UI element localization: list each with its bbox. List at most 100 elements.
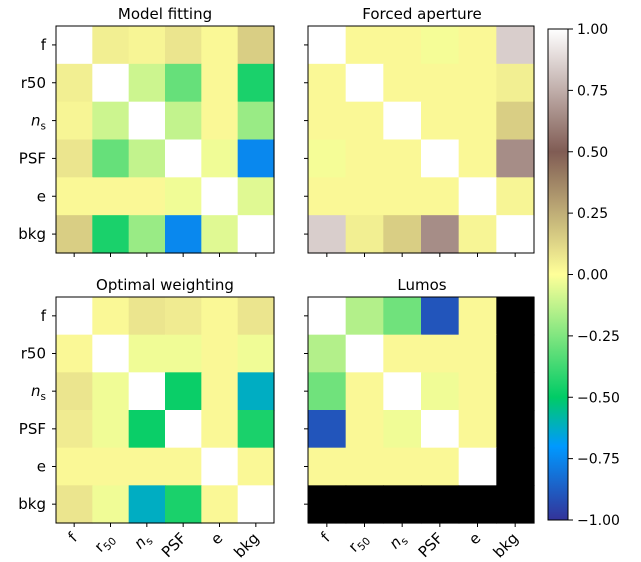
heatmap-cell [237, 177, 275, 216]
heatmap-cell [345, 63, 384, 103]
heatmap-cell [308, 372, 347, 411]
heatmap-cell [201, 410, 239, 449]
heatmap-cell [458, 372, 497, 411]
colorbar-tick-label: −0.50 [577, 390, 620, 406]
heatmap-cell [458, 215, 497, 254]
heatmap-cell [496, 139, 535, 178]
heatmap-cell [421, 63, 460, 103]
heatmap-cell [237, 447, 275, 486]
heatmap-cell [345, 177, 384, 216]
panel-frame [55, 25, 275, 254]
heatmap-cell [237, 485, 275, 524]
y-tick-label: e [37, 187, 46, 205]
panel-forced-aperture: Forced aperture [304, 5, 535, 257]
x-tick-label: ns [386, 529, 411, 554]
heatmap-cell [496, 334, 535, 373]
x-tick-label: r50 [91, 529, 119, 557]
heatmap-cell [308, 26, 347, 65]
heatmap-cell [421, 410, 460, 449]
heatmap-cell [496, 410, 535, 449]
heatmap-cell [128, 410, 166, 449]
heatmap-cell [237, 297, 275, 336]
heatmap-cell [165, 447, 202, 486]
heatmap-cell [56, 177, 93, 216]
heatmap-cell [308, 101, 347, 141]
heatmap-cell [165, 215, 202, 254]
heatmap-cell [165, 26, 202, 65]
heatmap-cell [201, 215, 239, 254]
x-tick-label: r50 [345, 529, 373, 557]
heatmap-cell [345, 26, 384, 65]
heatmap-cell [237, 215, 275, 254]
heatmap-cell [128, 63, 166, 103]
heatmap-cell [165, 410, 202, 449]
heatmap-cell [308, 177, 347, 216]
heatmap-cell [128, 26, 166, 65]
heatmap-cell [92, 101, 130, 141]
panel-frame [55, 296, 275, 524]
heatmap-cell [383, 101, 422, 141]
x-tick-label: PSF [415, 529, 447, 561]
heatmap-cell [345, 372, 384, 411]
heatmap-cell [458, 297, 497, 336]
heatmap-cell [308, 485, 347, 524]
heatmap-cell [421, 26, 460, 65]
heatmap-cell [383, 177, 422, 216]
heatmap-cell [165, 297, 202, 336]
heatmap-cell [345, 139, 384, 178]
heatmap-cell [237, 372, 275, 411]
heatmap-cell [128, 334, 166, 373]
colorbar-tick-label: 1.00 [577, 22, 608, 38]
heatmap-cell [308, 139, 347, 178]
heatmap-cell [165, 485, 202, 524]
heatmap-cell [308, 297, 347, 336]
heatmap-cell [92, 372, 130, 411]
heatmap-cell [345, 334, 384, 373]
heatmap-cell [458, 177, 497, 216]
heatmap-cell [128, 485, 166, 524]
heatmap-cell [496, 485, 535, 524]
heatmap-cell [92, 63, 130, 103]
heatmap-cell [92, 26, 130, 65]
heatmap-cell [496, 63, 535, 103]
heatmap-cell [201, 334, 239, 373]
heatmap-cell [383, 139, 422, 178]
y-tick-label: ns [31, 112, 46, 133]
y-tick-label: bkg [18, 495, 46, 513]
heatmap-cell [383, 297, 422, 336]
y-tick-label: ns [31, 382, 46, 403]
heatmap-cell [92, 447, 130, 486]
y-tick-label: e [37, 458, 46, 476]
heatmap-cell [308, 410, 347, 449]
heatmap-cell [308, 334, 347, 373]
heatmap-cell [237, 334, 275, 373]
heatmap-cell [92, 215, 130, 254]
heatmap-cell [345, 297, 384, 336]
heatmap-cell [237, 26, 275, 65]
heatmap-cell [128, 297, 166, 336]
heatmap-cell [383, 215, 422, 254]
y-tick-label: f [41, 36, 47, 54]
colorbar-tick-label: −1.00 [577, 513, 620, 529]
heatmap-cell [237, 101, 275, 141]
y-tick-label: bkg [18, 225, 46, 243]
heatmap-cell [496, 297, 535, 336]
heatmap-cell [458, 334, 497, 373]
heatmap-cell [165, 63, 202, 103]
heatmap-cell [421, 139, 460, 178]
colorbar-tick-label: −0.75 [577, 452, 620, 468]
heatmap-cell [128, 139, 166, 178]
y-tick-label: PSF [19, 420, 46, 438]
heatmap-cell [128, 177, 166, 216]
colorbar-tick-label: −0.25 [577, 329, 620, 345]
heatmap-cell [458, 26, 497, 65]
heatmap-cell [201, 26, 239, 65]
x-tick-label: bkg [230, 529, 262, 561]
heatmap-cell [345, 101, 384, 141]
heatmap-cell [383, 410, 422, 449]
heatmap-cell [201, 101, 239, 141]
heatmap-cell [56, 101, 93, 141]
heatmap-cell [383, 485, 422, 524]
heatmap-cell [345, 215, 384, 254]
